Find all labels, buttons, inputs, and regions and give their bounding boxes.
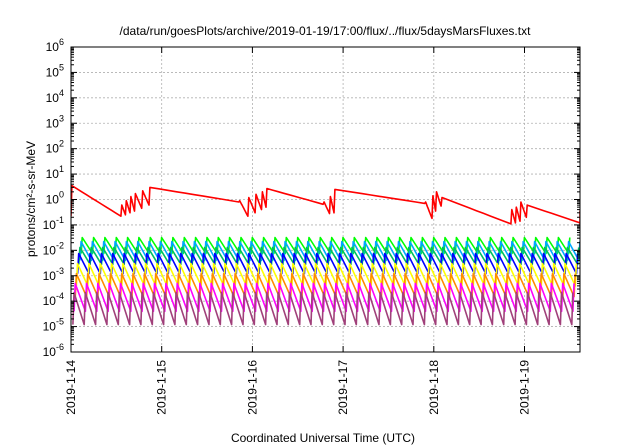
x-tick-label: 2019-1-15 xyxy=(155,360,169,415)
y-tick-label: 105 xyxy=(46,62,64,79)
series-line xyxy=(73,282,575,313)
series-line xyxy=(80,236,571,255)
series-group xyxy=(71,184,580,326)
y-tick-label: 10-6 xyxy=(43,342,64,359)
y-axis-label: protons/cm²-s-sr-MeV xyxy=(24,141,38,257)
axis-ticks: 10-6 10-5 10-4 10-3 10-2 10-1 100 101 102 103 104 1… xyxy=(43,37,580,415)
x-tick-label: 2019-1-19 xyxy=(518,360,532,415)
series-line-red xyxy=(71,184,580,226)
chart-title: /data/run/goesPlots/archive/2019-01-19/1… xyxy=(120,24,532,38)
y-tick-label: 106 xyxy=(46,37,64,54)
y-tick-label: 10-4 xyxy=(43,291,64,308)
x-tick-label: 2019-1-17 xyxy=(336,360,350,415)
y-tick-label: 10-5 xyxy=(43,317,64,334)
y-tick-label: 101 xyxy=(46,164,64,181)
y-tick-label: 102 xyxy=(46,139,64,156)
y-axis-label-text: protons/cm²-s-sr-MeV xyxy=(24,141,38,257)
x-tick-label: 2019-1-18 xyxy=(427,360,441,415)
x-tick-label: 2019-1-14 xyxy=(64,360,78,415)
x-tick-label: 2019-1-16 xyxy=(245,360,259,415)
y-tick-label: 104 xyxy=(46,88,64,105)
y-tick-label: 10-2 xyxy=(43,240,64,257)
y-tick-label: 103 xyxy=(46,113,64,130)
y-tick-label: 100 xyxy=(46,190,64,207)
plot-frame xyxy=(70,46,581,353)
y-tick-label: 10-3 xyxy=(43,266,64,283)
y-tick-label: 10-1 xyxy=(43,215,64,232)
series-line xyxy=(72,291,574,326)
x-axis-label: Coordinated Universal Time (UTC) xyxy=(231,431,415,445)
